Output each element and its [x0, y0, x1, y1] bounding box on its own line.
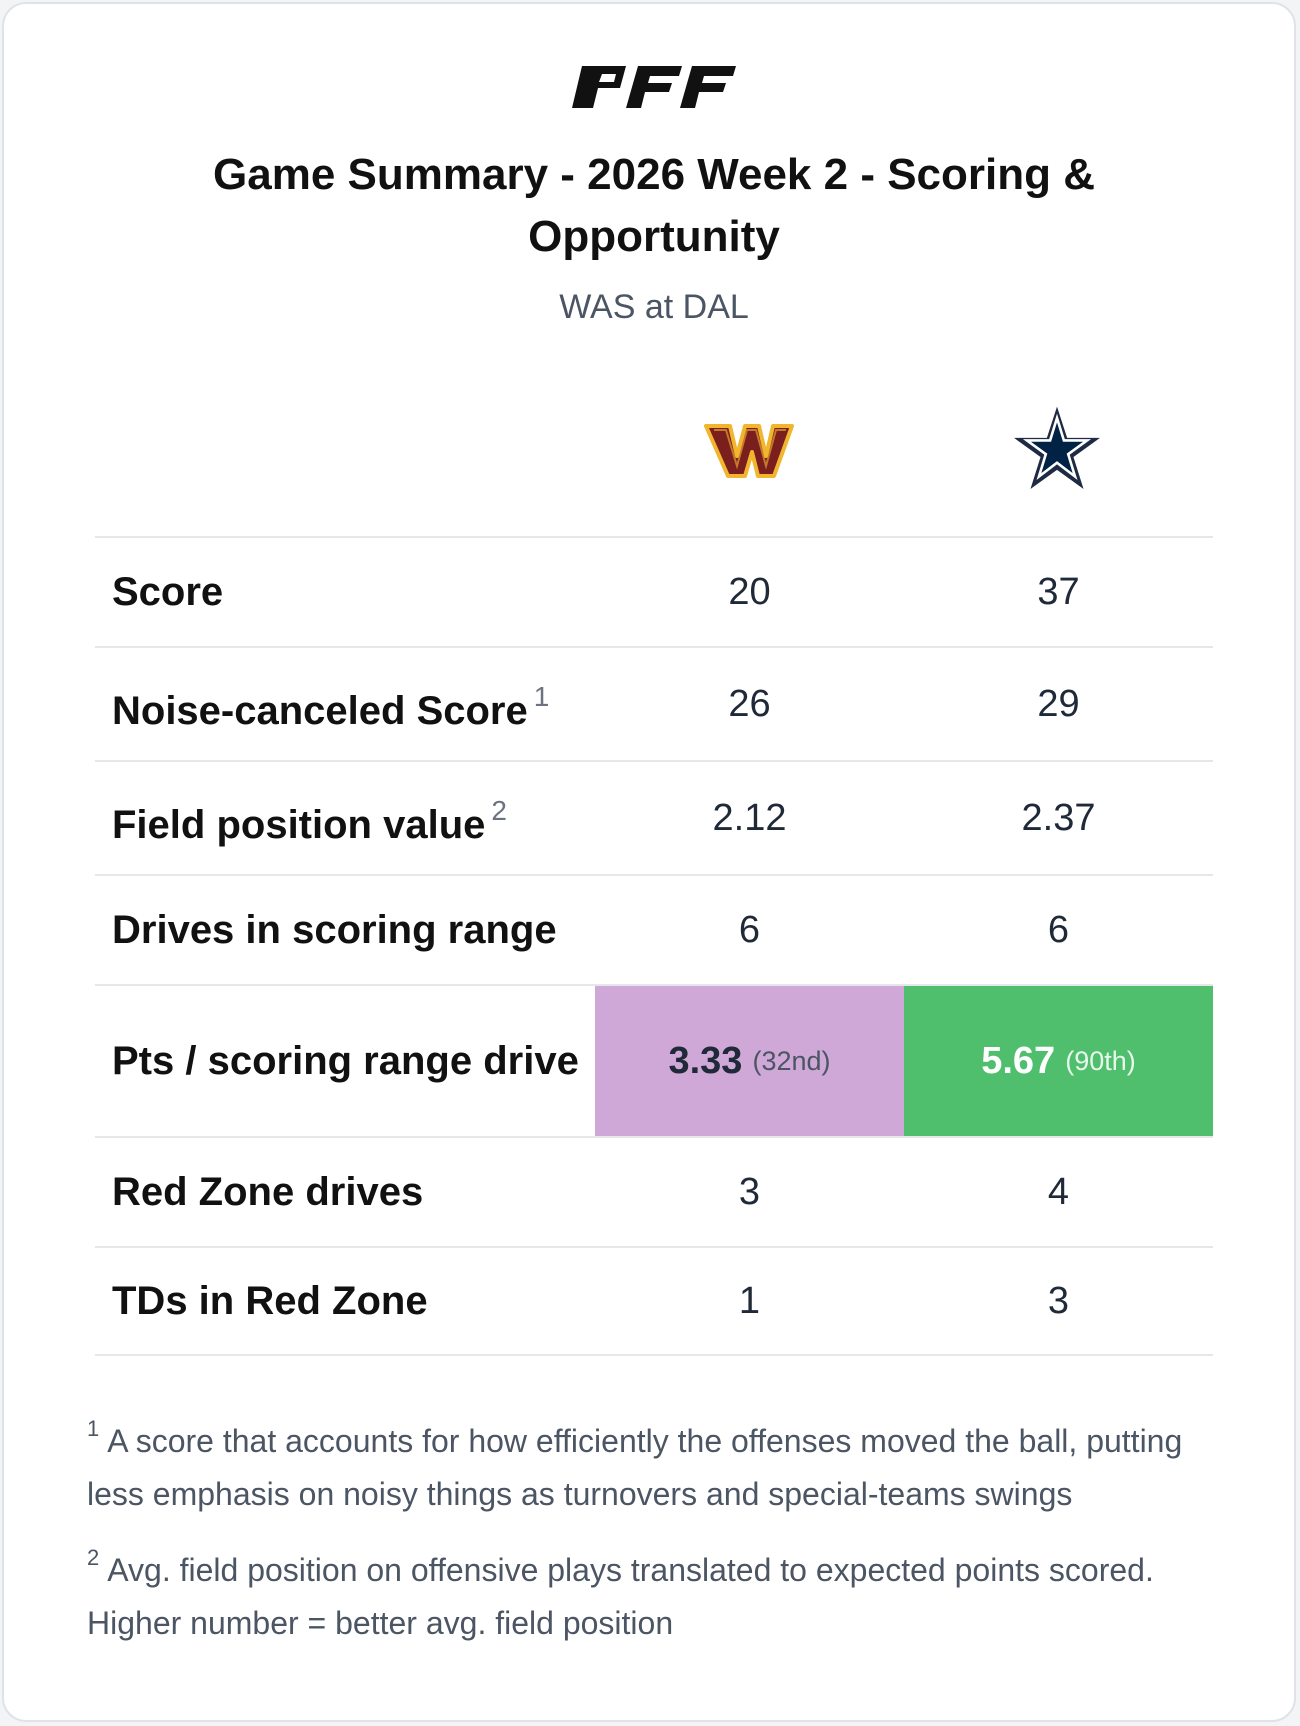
page-title: Game Summary - 2026 Week 2 - Scoring & O…	[213, 150, 1095, 261]
dal-value: 29	[1037, 682, 1080, 725]
row-label: TDs in Red Zone	[112, 1279, 428, 1323]
commanders-w-logo-icon	[704, 424, 794, 478]
was-value-highlighted: 3.33 (32nd)	[595, 986, 904, 1136]
dal-value: 2.37	[1021, 796, 1096, 839]
dal-value-highlighted: 5.67 (90th)	[904, 986, 1213, 1136]
table-row: Score 20 37	[95, 536, 1213, 646]
footnote: 2 Avg. field position on offensive plays …	[87, 1545, 1154, 1641]
table-row: Drives in scoring range 6 6	[95, 874, 1213, 984]
table-row: Red Zone drives 3 4	[95, 1136, 1213, 1246]
dal-value: 4	[1047, 1170, 1070, 1213]
table-row: Noise-canceled Score 1 26 29	[95, 646, 1213, 760]
was-value: 20	[728, 570, 771, 613]
dal-rank: (90th)	[1065, 1045, 1136, 1076]
was-value: 26	[728, 682, 771, 725]
row-label: Noise-canceled Score 1	[112, 681, 550, 733]
matchup-subtitle: WAS at DAL	[559, 288, 749, 326]
footnote-ref: 2	[491, 795, 507, 826]
table-row: Pts / scoring range drive 3.33 (32nd) 5.…	[95, 984, 1213, 1136]
dal-value: 5.67	[981, 1039, 1056, 1082]
was-rank: (32nd)	[752, 1045, 831, 1076]
table-row: TDs in Red Zone 1 3	[95, 1246, 1213, 1356]
row-label: Drives in scoring range	[112, 908, 557, 952]
cowboys-star-logo-icon	[1014, 406, 1100, 490]
row-label: Red Zone drives	[112, 1170, 424, 1214]
was-value: 2.12	[712, 796, 787, 839]
row-label: Score	[112, 570, 224, 614]
dal-value: 37	[1037, 570, 1080, 613]
was-value: 6	[738, 908, 761, 951]
was-value: 3.33	[668, 1039, 743, 1082]
footnote-ref: 1	[533, 681, 550, 712]
was-value: 1	[738, 1279, 761, 1322]
dal-value: 3	[1047, 1279, 1070, 1322]
stats-table: Score 20 37 Noise-canceled Score 1 26 29 …	[95, 536, 1213, 1356]
pff-logo-icon	[572, 66, 736, 108]
table-row: Field position value 2 2.12 2.37	[95, 760, 1213, 874]
was-value: 3	[738, 1170, 761, 1213]
row-label: Pts / scoring range drive	[112, 1039, 579, 1083]
dal-value: 6	[1047, 908, 1070, 951]
row-label: Field position value 2	[112, 795, 507, 847]
